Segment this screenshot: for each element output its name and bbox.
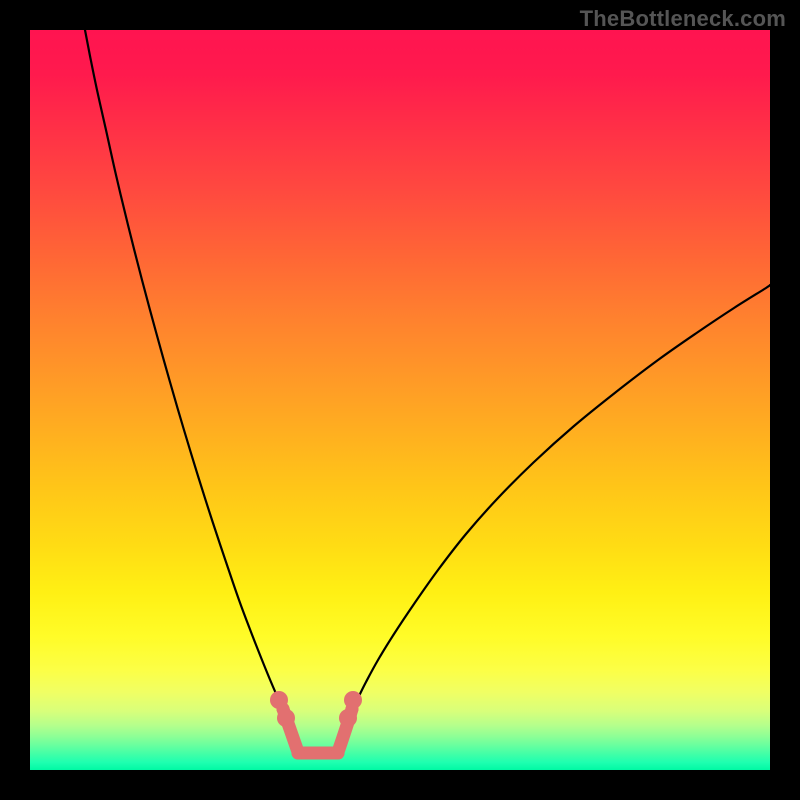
band-marker-dot xyxy=(344,691,362,709)
band-marker-dot xyxy=(339,709,357,727)
chart-frame: TheBottleneck.com xyxy=(0,0,800,800)
band-joint-dot xyxy=(332,747,345,760)
band-marker-dot xyxy=(270,691,288,709)
band-joint-dot xyxy=(292,747,305,760)
band-marker-dot xyxy=(277,709,295,727)
watermark-text: TheBottleneck.com xyxy=(580,6,786,32)
gradient-background xyxy=(30,30,770,770)
plot-svg xyxy=(30,30,770,770)
plot-area xyxy=(30,30,770,770)
